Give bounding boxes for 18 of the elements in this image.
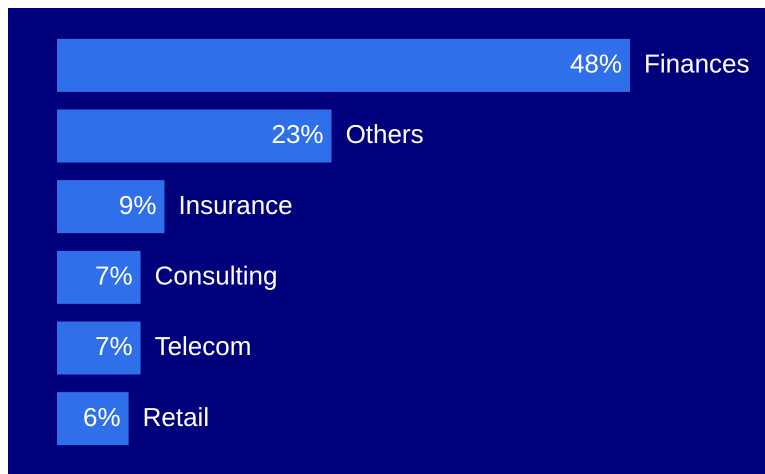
data-label: 6% — [83, 402, 121, 432]
y-tick-label: Consulting — [154, 260, 278, 291]
bar — [57, 392, 129, 446]
bar — [57, 322, 141, 374]
bar — [57, 110, 332, 162]
y-tick-label: Telecom — [154, 331, 252, 362]
data-label: 23% — [272, 119, 324, 150]
data-label: 7% — [94, 260, 133, 291]
y-tick-label: Retail — [142, 402, 210, 432]
data-label: 7% — [94, 331, 133, 362]
bar — [57, 250, 141, 304]
data-label: 48% — [570, 48, 622, 79]
bar — [57, 38, 630, 92]
bar — [57, 180, 164, 234]
data-label: 9% — [118, 190, 156, 220]
y-tick-label: Finances — [644, 48, 750, 79]
y-tick-label: Others — [346, 119, 424, 150]
y-tick-label: Insurance — [178, 190, 293, 220]
